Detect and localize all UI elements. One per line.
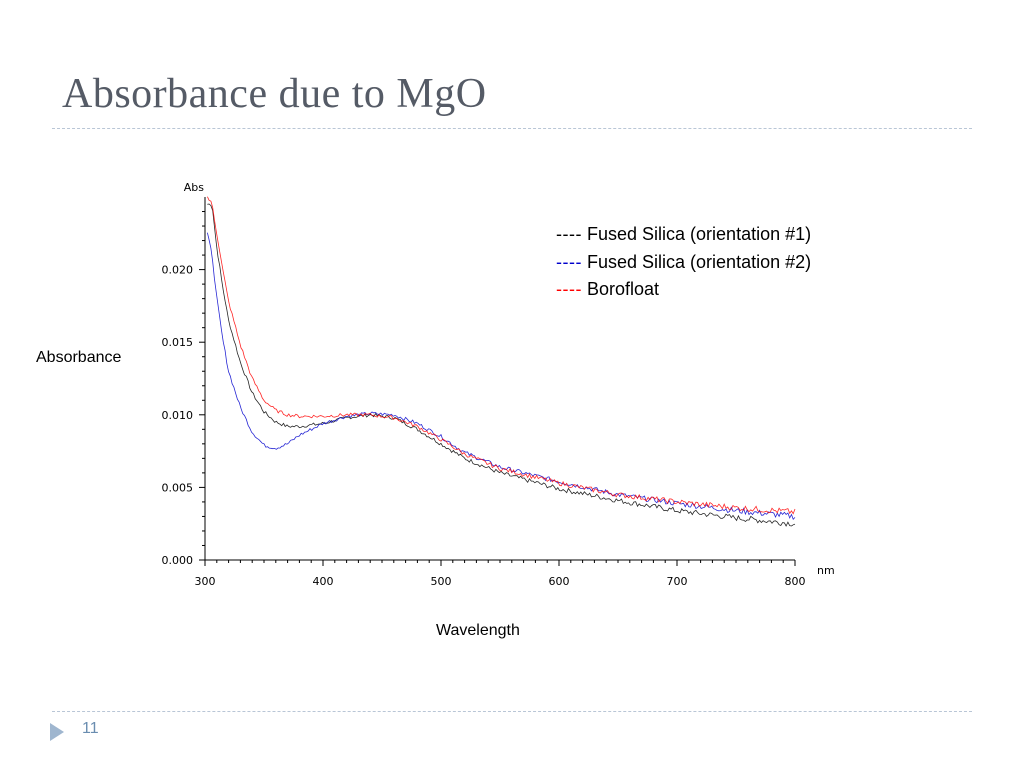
legend-label-fused-silica-2: Fused Silica (orientation #2) bbox=[587, 251, 812, 272]
legend-swatch-fused-silica-1: ---- bbox=[556, 224, 582, 244]
footer-divider bbox=[52, 711, 972, 712]
y-tick-label: 0.000 bbox=[162, 554, 194, 567]
chart-legend: ---- Fused Silica (orientation #1) ---- … bbox=[556, 222, 811, 305]
page-number: 11 bbox=[82, 720, 99, 737]
legend-swatch-fused-silica-2: ---- bbox=[556, 251, 582, 272]
x-axis-title: Wavelength bbox=[436, 622, 520, 639]
legend-swatch-borofloat: ---- bbox=[556, 279, 582, 299]
series-line-1 bbox=[207, 232, 796, 521]
legend-item: ---- Fused Silica (orientation #2) bbox=[556, 250, 811, 278]
y-tick-label: 0.010 bbox=[162, 409, 194, 422]
y-tick-label: 0.020 bbox=[162, 264, 194, 277]
legend-item: ---- Borofloat bbox=[556, 277, 811, 305]
x-tick-label: 400 bbox=[313, 575, 334, 588]
legend-label-fused-silica-1: Fused Silica (orientation #1) bbox=[587, 224, 812, 244]
x-tick-label: 300 bbox=[195, 575, 216, 588]
y-axis-title: Absorbance bbox=[36, 349, 122, 366]
y-tick-label: 0.005 bbox=[162, 481, 194, 494]
y-unit-label: Abs bbox=[184, 181, 205, 194]
title-divider bbox=[52, 128, 972, 129]
legend-item: ---- Fused Silica (orientation #1) bbox=[556, 222, 811, 250]
slide-title: Absorbance due to MgO bbox=[62, 71, 487, 117]
x-tick-label: 800 bbox=[785, 575, 806, 588]
x-tick-label: 500 bbox=[431, 575, 452, 588]
series-line-2 bbox=[207, 196, 796, 515]
y-tick-label: 0.015 bbox=[162, 336, 194, 349]
nav-triangle-icon bbox=[50, 723, 64, 741]
x-tick-label: 600 bbox=[549, 575, 570, 588]
legend-label-borofloat: Borofloat bbox=[587, 279, 660, 299]
x-tick-label: 700 bbox=[667, 575, 688, 588]
x-unit-label: nm bbox=[817, 564, 835, 577]
